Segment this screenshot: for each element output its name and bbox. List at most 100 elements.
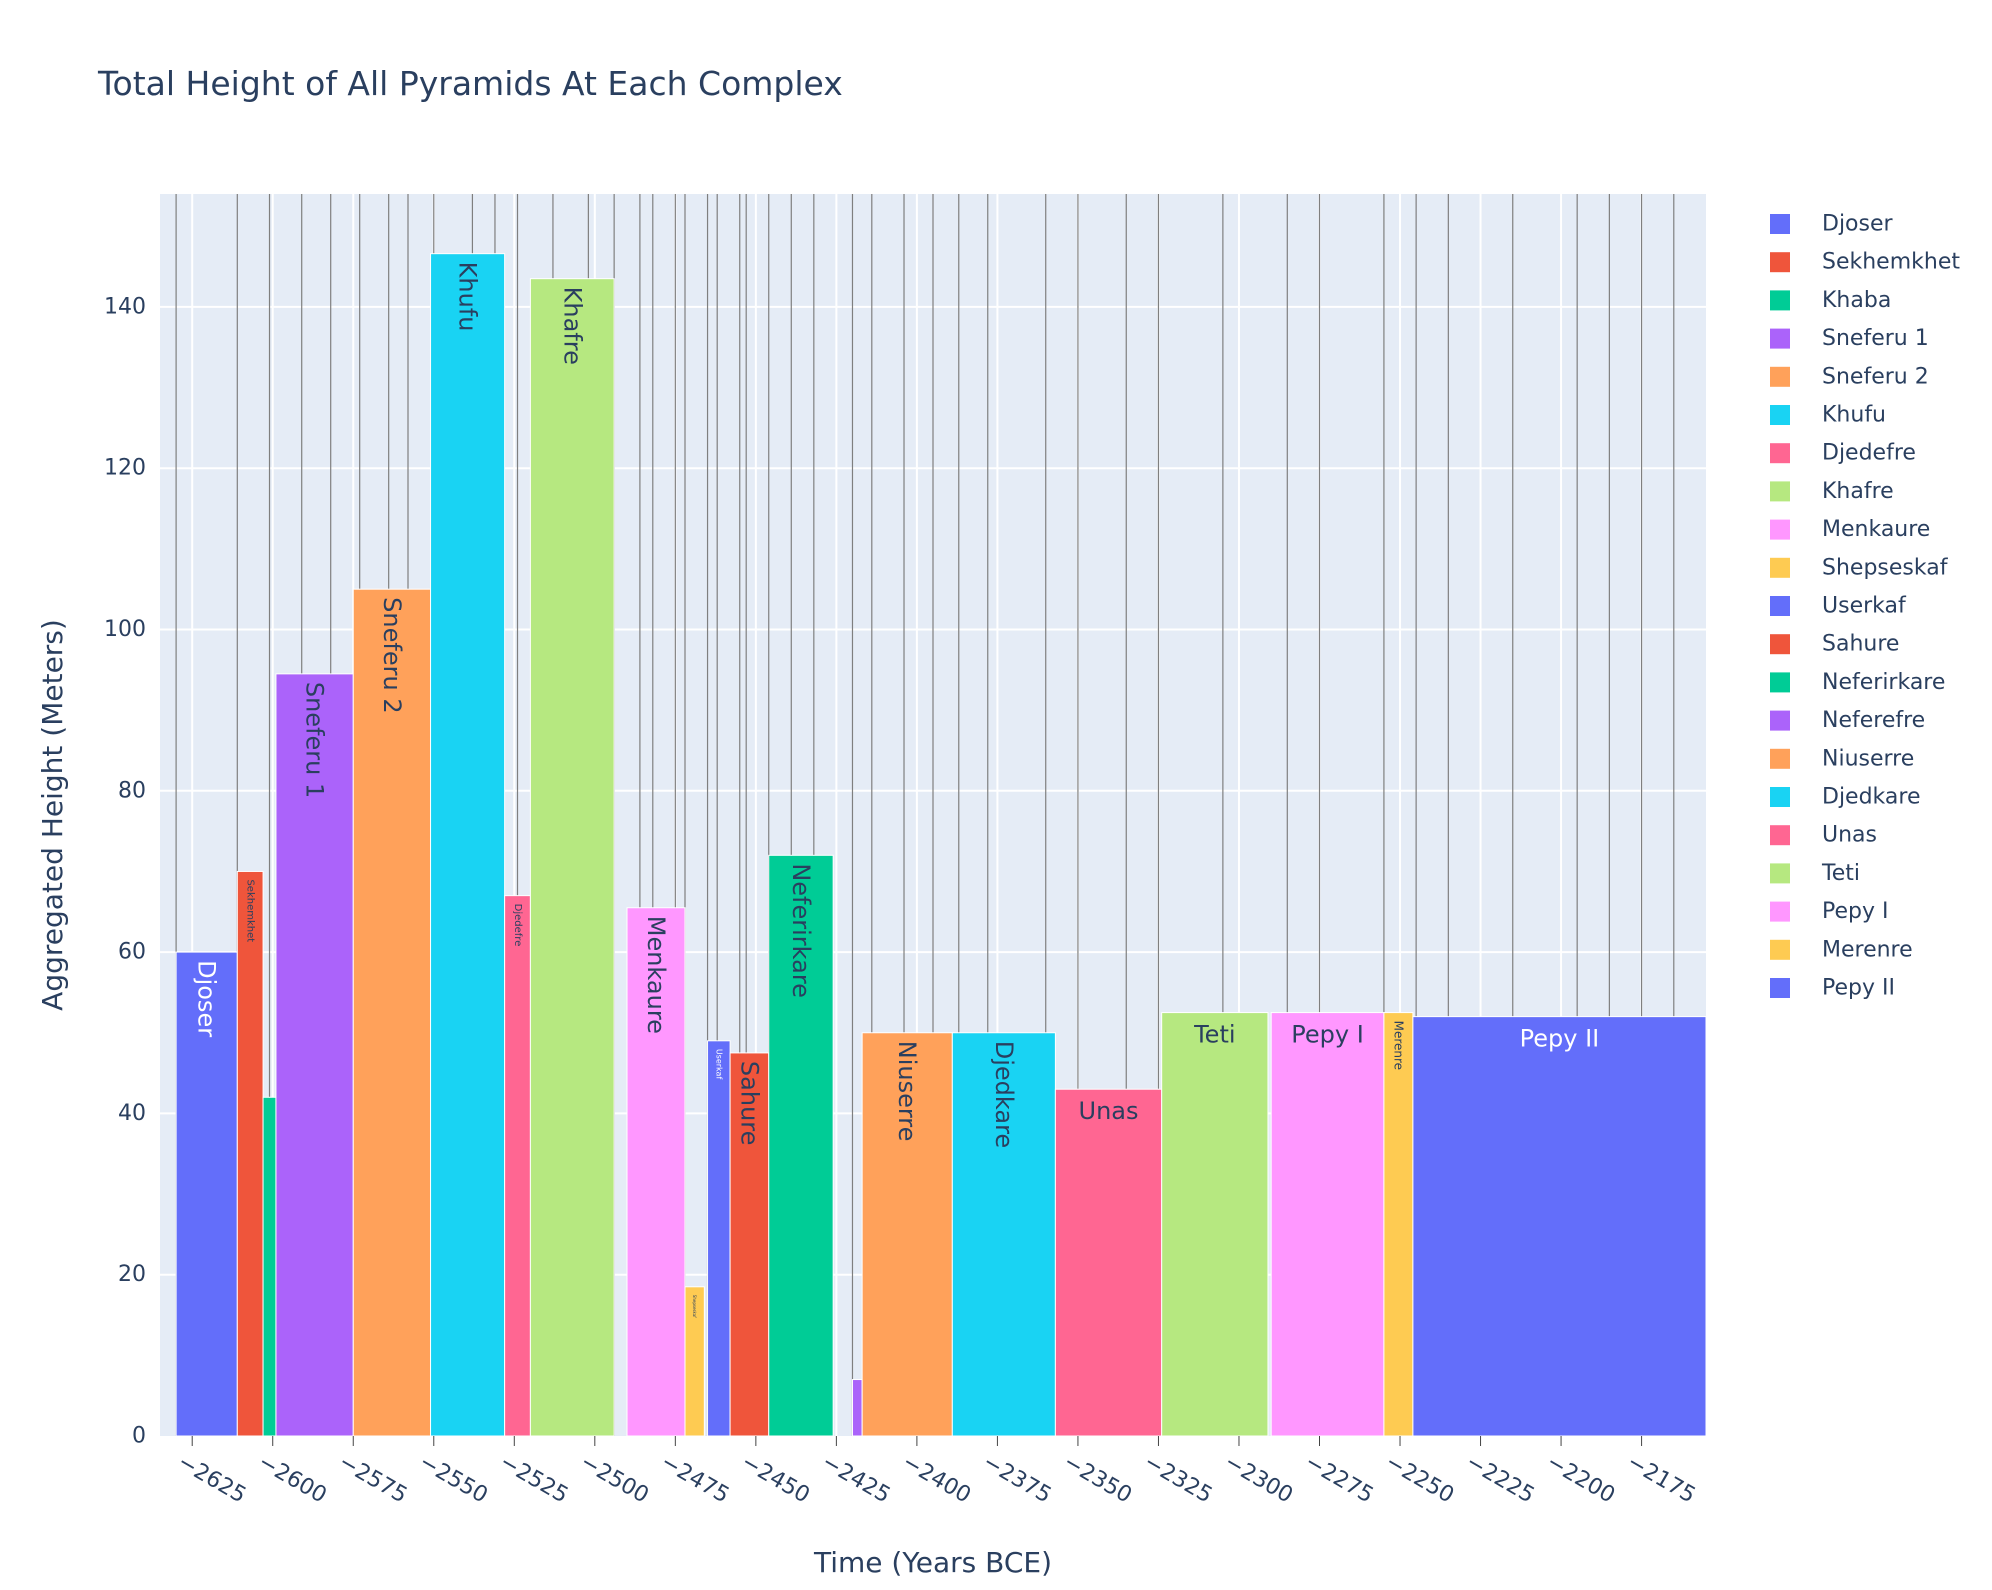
legend-item-neferefre[interactable]: Neferefre: [1770, 708, 1925, 733]
bar-label: Sahure: [735, 1061, 763, 1145]
bars: Djoser Sekhemkhet Sneferu 1 Sneferu 2 Khufu D…: [175, 253, 1707, 1437]
legend-label: Neferefre: [1822, 708, 1925, 733]
x-tick-label: −2175: [1623, 1450, 1700, 1509]
legend-swatch: [1770, 672, 1790, 693]
legend-swatch: [1770, 787, 1790, 807]
legend-item-sneferu-1[interactable]: Sneferu 1: [1770, 326, 1929, 351]
legend-swatch: [1770, 252, 1790, 273]
bar-sahure: [729, 1052, 770, 1437]
bar-label: Khafre: [558, 287, 586, 365]
legend-item-sahure[interactable]: Sahure: [1770, 632, 1899, 657]
x-axis-title: Time (Years BCE): [813, 1546, 1052, 1579]
legend-label: Niuserre: [1822, 746, 1914, 771]
y-tick-label: 120: [104, 456, 146, 481]
legend-swatch: [1770, 748, 1790, 769]
y-axis-title: Aggregated Height (Meters): [36, 619, 69, 1011]
legend-swatch: [1770, 557, 1790, 578]
bar-label: Sneferu 2: [378, 597, 406, 713]
legend-label: Neferirkare: [1822, 670, 1945, 695]
bar-unas: [1054, 1088, 1163, 1437]
legend-item-teti[interactable]: Teti: [1770, 861, 1860, 886]
bar-sekhemkhet: [236, 870, 264, 1437]
bar-pepy-i: [1270, 1012, 1385, 1437]
y-tick-label: 20: [118, 1262, 146, 1287]
bar-label: Merenre: [1391, 1021, 1405, 1070]
bar-sneferu-1: [275, 673, 354, 1437]
bar-khaba: [262, 1096, 277, 1437]
bar-label: Pepy II: [1520, 1025, 1600, 1053]
x-tick-label: −2275: [1301, 1450, 1378, 1509]
x-tick-label: −2325: [1139, 1450, 1216, 1509]
x-tick-label: −2250: [1381, 1450, 1458, 1509]
y-tick-label: 100: [104, 617, 146, 642]
legend-label: Userkaf: [1822, 594, 1907, 619]
legend-item-khufu[interactable]: Khufu: [1770, 403, 1886, 428]
y-tick-label: 80: [118, 778, 146, 803]
legend-item-neferirkare[interactable]: Neferirkare: [1770, 670, 1945, 695]
y-axis-ticks: 0 20 40 60 80 100 120 140: [104, 294, 146, 1448]
bar-label: Unas: [1079, 1097, 1139, 1125]
bar-label: Djedefre: [512, 904, 523, 947]
legend-label: Khaba: [1822, 288, 1891, 313]
y-tick-label: 140: [104, 294, 146, 319]
bar-label: Shepseskaf: [692, 1295, 697, 1318]
legend-item-shepseskaf[interactable]: Shepseskaf: [1770, 555, 1949, 580]
legend-label: Djedkare: [1822, 785, 1920, 810]
bar-shepseskaf: [684, 1286, 705, 1437]
bar-pepy-ii: [1412, 1016, 1707, 1437]
y-tick-label: 60: [118, 940, 146, 965]
bar-neferirkare: [768, 854, 834, 1437]
legend-item-sneferu-2[interactable]: Sneferu 2: [1770, 364, 1929, 389]
bar-neferefre: [851, 1379, 863, 1437]
legend-item-merenre[interactable]: Merenre: [1770, 937, 1913, 962]
bar-khufu: [430, 253, 506, 1437]
bar-label: Userkaf: [714, 1049, 723, 1080]
x-tick-label: −2500: [576, 1450, 653, 1509]
legend-label: Djoser: [1822, 212, 1894, 237]
legend-label: Sahure: [1822, 632, 1899, 657]
legend-label: Merenre: [1822, 937, 1913, 962]
legend-swatch: [1770, 710, 1790, 731]
legend-swatch: [1770, 405, 1790, 425]
legend-swatch: [1770, 863, 1790, 884]
legend-item-djedkare[interactable]: Djedkare: [1770, 785, 1920, 810]
legend-item-niuserre[interactable]: Niuserre: [1770, 746, 1914, 771]
x-tick-label: −2425: [817, 1450, 894, 1509]
bar-label: Pepy I: [1291, 1021, 1364, 1049]
x-tick-label: −2525: [495, 1450, 572, 1509]
x-tick-label: −2350: [1059, 1450, 1136, 1509]
legend-item-unas[interactable]: Unas: [1770, 823, 1877, 848]
legend-item-djedefre[interactable]: Djedefre: [1770, 441, 1916, 466]
legend-item-pepy-ii[interactable]: Pepy II: [1770, 976, 1895, 1001]
legend-swatch: [1770, 366, 1790, 387]
legend-label: Menkaure: [1822, 517, 1930, 542]
legend-item-khafre[interactable]: Khafre: [1770, 479, 1894, 504]
legend-item-djoser[interactable]: Djoser: [1770, 212, 1894, 237]
bar-djedkare: [951, 1032, 1056, 1437]
bar-label: Djoser: [193, 960, 221, 1037]
legend-label: Pepy II: [1822, 976, 1895, 1001]
x-tick-label: −2300: [1220, 1450, 1297, 1509]
legend-item-sekhemkhet[interactable]: Sekhemkhet: [1770, 250, 1960, 275]
legend-label: Teti: [1821, 861, 1860, 886]
legend-item-pepy-i[interactable]: Pepy I: [1770, 899, 1888, 924]
bar-djedefre: [504, 895, 531, 1437]
legend-label: Djedefre: [1822, 441, 1916, 466]
legend-swatch: [1770, 290, 1790, 311]
legend-item-khaba[interactable]: Khaba: [1770, 288, 1891, 313]
legend: Djoser Sekhemkhet Khaba Sneferu 1 Sneferu 2 K…: [1770, 212, 1960, 1001]
legend-label: Shepseskaf: [1822, 555, 1949, 580]
x-axis-ticks: −2625 −2600 −2575 −2550 −2525 −2500 −2475 −2450…: [173, 1436, 1700, 1509]
legend-swatch: [1770, 901, 1790, 922]
x-tick-label: −2475: [656, 1450, 733, 1509]
legend-label: Sekhemkhet: [1822, 250, 1960, 275]
bar-userkaf: [707, 1040, 731, 1437]
legend-item-userkaf[interactable]: Userkaf: [1770, 594, 1907, 619]
legend-swatch: [1770, 519, 1790, 540]
legend-item-menkaure[interactable]: Menkaure: [1770, 517, 1930, 542]
x-tick-label: −2625: [173, 1450, 250, 1509]
legend-label: Khafre: [1822, 479, 1894, 504]
legend-swatch: [1770, 481, 1790, 502]
